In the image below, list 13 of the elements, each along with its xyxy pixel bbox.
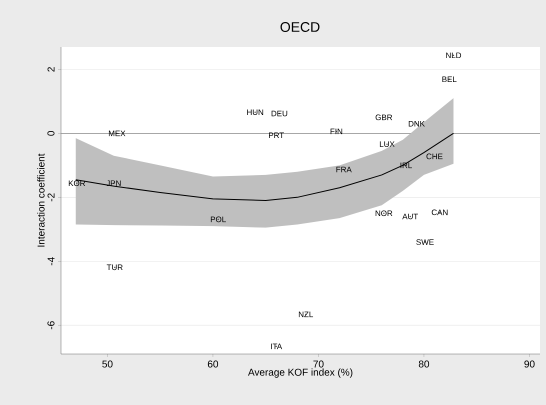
y-axis-title: Interaction coefficient xyxy=(37,154,45,247)
y-tick-label: 2 xyxy=(48,67,54,72)
x-tick-label: 80 xyxy=(418,360,430,368)
x-tick-label: 50 xyxy=(102,360,113,368)
x-tick-label: 90 xyxy=(524,360,535,368)
x-tick-label: 60 xyxy=(208,360,218,368)
x-axis-title: Average KOF index (%) xyxy=(248,368,352,378)
y-tick-label: 0 xyxy=(47,130,54,136)
x-tick-label: 70 xyxy=(313,360,324,368)
y-tick-label: -6 xyxy=(47,321,54,330)
y-tick-label: -4 xyxy=(48,257,54,266)
chart-title: OECD xyxy=(280,22,320,32)
y-tick-label: -2 xyxy=(48,193,54,202)
